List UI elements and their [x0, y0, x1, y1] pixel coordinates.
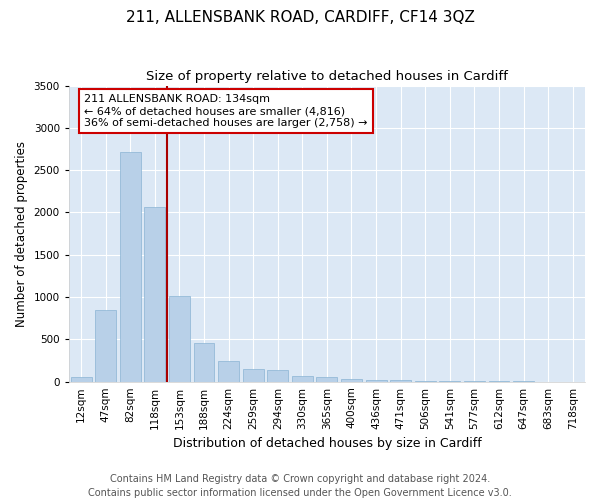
Bar [316, 378, 337, 382]
Bar [95, 310, 116, 382]
X-axis label: Distribution of detached houses by size in Cardiff: Distribution of detached houses by size … [173, 437, 481, 450]
Bar [243, 368, 263, 382]
Text: Contains HM Land Registry data © Crown copyright and database right 2024.
Contai: Contains HM Land Registry data © Crown c… [88, 474, 512, 498]
Bar [268, 370, 288, 382]
Y-axis label: Number of detached properties: Number of detached properties [15, 140, 28, 326]
Bar [365, 380, 386, 382]
Bar [71, 376, 92, 382]
Bar [292, 376, 313, 382]
Bar [341, 379, 362, 382]
Bar [169, 296, 190, 382]
Bar [194, 343, 214, 382]
Title: Size of property relative to detached houses in Cardiff: Size of property relative to detached ho… [146, 70, 508, 83]
Text: 211, ALLENSBANK ROAD, CARDIFF, CF14 3QZ: 211, ALLENSBANK ROAD, CARDIFF, CF14 3QZ [125, 10, 475, 25]
Bar [439, 381, 460, 382]
Bar [415, 381, 436, 382]
Bar [218, 361, 239, 382]
Bar [390, 380, 411, 382]
Bar [145, 208, 166, 382]
Bar [120, 152, 141, 382]
Text: 211 ALLENSBANK ROAD: 134sqm
← 64% of detached houses are smaller (4,816)
36% of : 211 ALLENSBANK ROAD: 134sqm ← 64% of det… [85, 94, 368, 128]
